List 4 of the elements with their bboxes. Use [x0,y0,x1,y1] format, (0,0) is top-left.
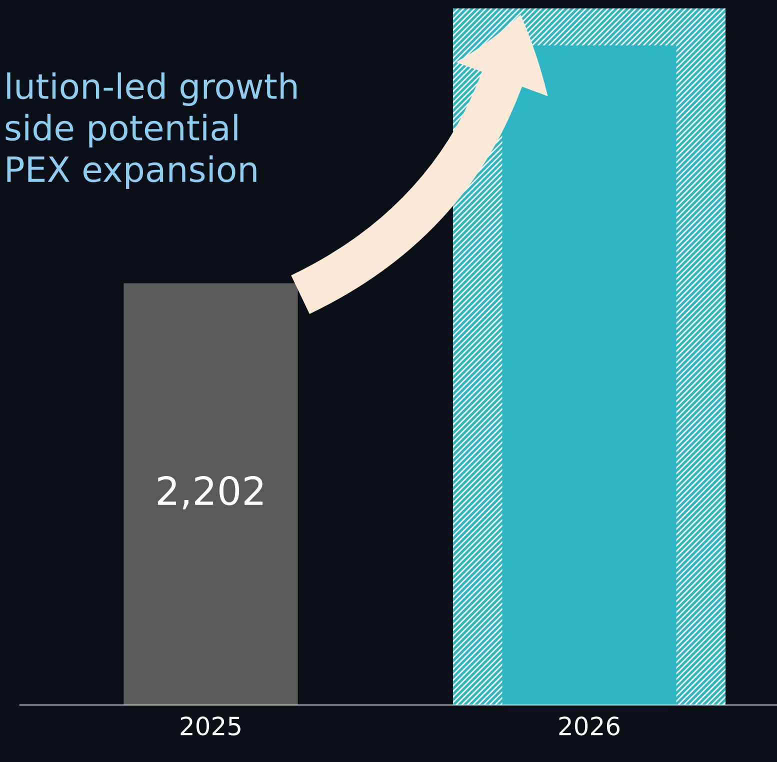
data-label: 2,202 [158,476,263,510]
annotation: lution-led growth side potential PEX expansion [6,72,297,190]
x-tick-label: 2026 [559,716,620,736]
x-tick-label: 2025 [180,716,240,736]
